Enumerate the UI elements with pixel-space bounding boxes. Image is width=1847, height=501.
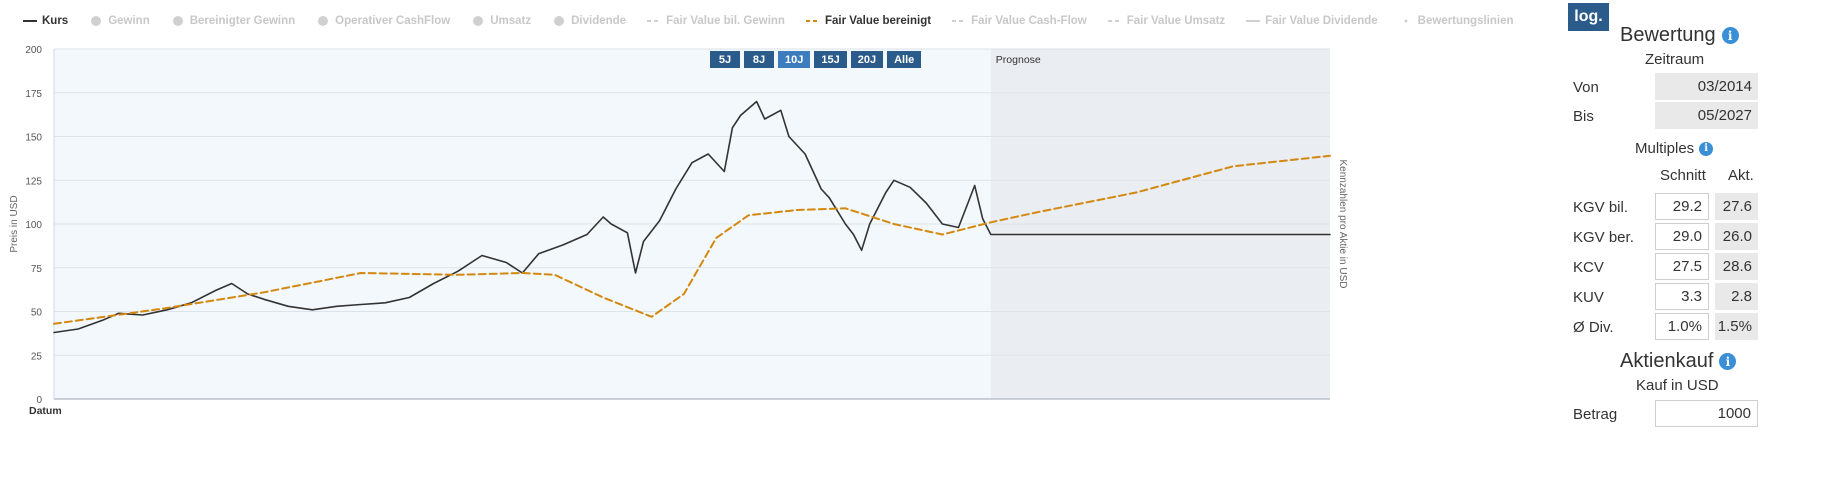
legend-label: Kurs <box>42 15 69 27</box>
legend-label: Fair Value Dividende <box>1265 15 1378 27</box>
legend-item[interactable]: Fair Value Umsatz <box>1107 15 1225 27</box>
legend-item[interactable]: Operativer CashFlow <box>315 15 450 27</box>
col-akt-header: Akt. <box>1728 167 1754 184</box>
legend-item[interactable]: Kurs <box>22 15 68 27</box>
legend-label: Fair Value Umsatz <box>1126 15 1226 27</box>
x-axis-title: Datum <box>29 405 62 417</box>
legend-label: Fair Value Cash-Flow <box>971 15 1087 27</box>
range-button[interactable]: 10J <box>778 51 811 68</box>
y-tick-label: 125 <box>25 176 42 187</box>
info-icon[interactable]: i <box>1721 27 1739 44</box>
legend-item[interactable]: Bewertungslinien <box>1398 15 1514 27</box>
kauf-label: Kauf in USD <box>1636 377 1719 394</box>
multiple-label: KGV ber. <box>1573 229 1634 246</box>
y-axis-label-right: Kennzahlen pro Aktie in USD <box>1337 160 1348 289</box>
dot-icon <box>318 16 329 26</box>
y-tick-label: 200 <box>25 45 42 56</box>
betrag-input[interactable]: 1000 <box>1655 400 1758 427</box>
multiple-akt-value: 28.6 <box>1715 253 1758 280</box>
multiple-schnitt-input[interactable]: 3.3 <box>1655 283 1709 310</box>
range-button[interactable]: 20J <box>850 51 884 68</box>
y-axis-label: Preis in USD <box>9 195 20 252</box>
multiple-akt-value: 2.8 <box>1715 283 1758 310</box>
dashed-line-icon <box>805 20 820 22</box>
multiple-akt-value: 1.5% <box>1715 313 1758 340</box>
multiple-label: KUV <box>1573 289 1604 306</box>
multiple-akt-value: 26.0 <box>1715 223 1758 250</box>
valuation-panel: Bewertung i Zeitraum Von 03/2014 Bis 05/… <box>1573 0 1847 501</box>
zeitraum-label: Zeitraum <box>1645 51 1705 68</box>
y-tick-label: 25 <box>31 351 43 362</box>
range-button[interactable]: Alle <box>887 51 922 68</box>
multiple-schnitt-input[interactable]: 29.2 <box>1655 193 1709 220</box>
range-button[interactable]: 8J <box>744 51 774 68</box>
aktienkauf-heading: Aktienkauf i <box>1620 350 1737 373</box>
dashed-line-icon <box>952 20 967 22</box>
chart-legend: Kurs Gewinn Bereinigter Gewinn Operativer C… <box>22 12 1534 30</box>
series-line <box>53 100 1331 334</box>
range-button[interactable]: 15J <box>814 51 847 68</box>
legend-item[interactable]: Fair Value bereinigt <box>805 15 931 27</box>
von-field[interactable]: 03/2014 <box>1655 73 1758 100</box>
legend-label: Bewertungslinien <box>1417 15 1514 27</box>
legend-label: Bereinigter Gewinn <box>189 15 296 27</box>
line-icon <box>23 20 37 22</box>
dot-icon <box>554 16 565 26</box>
aktienkauf-title: Aktienkauf <box>1620 350 1714 372</box>
legend-label: Umsatz <box>490 15 532 27</box>
y-tick-label: 100 <box>25 220 42 231</box>
legend-item[interactable]: Bereinigter Gewinn <box>170 15 295 27</box>
legend-item[interactable]: Fair Value bil. Gewinn <box>646 15 785 27</box>
info-icon[interactable]: i <box>1699 141 1714 156</box>
dot-icon <box>91 16 102 26</box>
col-schnitt-header: Schnitt <box>1660 167 1706 184</box>
legend-item[interactable]: Fair Value Cash-Flow <box>951 15 1087 27</box>
prognose-label: Prognose <box>996 54 1041 66</box>
legend-label: Fair Value bereinigt <box>824 15 932 27</box>
bewertung-heading: Bewertung i <box>1620 24 1739 47</box>
von-label: Von <box>1573 79 1599 96</box>
y-tick-label: 50 <box>31 308 43 319</box>
range-button[interactable]: 5J <box>710 51 740 68</box>
dashed-line-icon <box>647 20 662 22</box>
dot-icon <box>1404 19 1408 23</box>
multiples-label: Multiples <box>1635 140 1695 157</box>
range-selector: 5J 8J 10J 15J 20J Alle <box>710 51 922 68</box>
multiple-schnitt-input[interactable]: 27.5 <box>1655 253 1709 280</box>
legend-label: Dividende <box>571 15 627 27</box>
dot-icon <box>172 16 183 26</box>
multiple-label: Ø Div. <box>1573 319 1614 336</box>
price-chart: 025507510012515017520005/1505/1605/1705/… <box>9 45 1348 417</box>
info-icon[interactable]: i <box>1719 353 1737 370</box>
legend-label: Fair Value bil. Gewinn <box>666 15 785 27</box>
multiple-label: KCV <box>1573 259 1604 276</box>
multiple-label: KGV bil. <box>1573 199 1629 216</box>
y-tick-label: 0 <box>36 395 42 406</box>
legend-item[interactable]: Gewinn <box>88 15 150 27</box>
multiple-akt-value: 27.6 <box>1715 193 1758 220</box>
bewertung-title: Bewertung <box>1620 24 1716 46</box>
dot-icon <box>473 16 484 26</box>
legend-item[interactable]: Dividende <box>551 15 626 27</box>
y-tick-label: 175 <box>25 89 42 100</box>
multiples-heading: Multiples i <box>1635 140 1714 157</box>
legend-label: Operativer CashFlow <box>335 15 451 27</box>
series-line <box>53 154 1331 325</box>
legend-item[interactable]: Fair Value Dividende <box>1245 15 1378 27</box>
line-icon <box>1246 20 1261 22</box>
multiple-schnitt-input[interactable]: 1.0% <box>1655 313 1709 340</box>
betrag-label: Betrag <box>1573 406 1618 423</box>
dashed-line-icon <box>1107 20 1122 22</box>
y-tick-label: 75 <box>31 264 43 275</box>
log-scale-button[interactable]: log. <box>1568 3 1609 31</box>
y-tick-label: 150 <box>25 133 42 144</box>
bis-label: Bis <box>1573 108 1594 125</box>
legend-item[interactable]: Umsatz <box>470 15 531 27</box>
multiple-schnitt-input[interactable]: 29.0 <box>1655 223 1709 250</box>
bis-field[interactable]: 05/2027 <box>1655 102 1758 129</box>
legend-label: Gewinn <box>108 15 150 27</box>
